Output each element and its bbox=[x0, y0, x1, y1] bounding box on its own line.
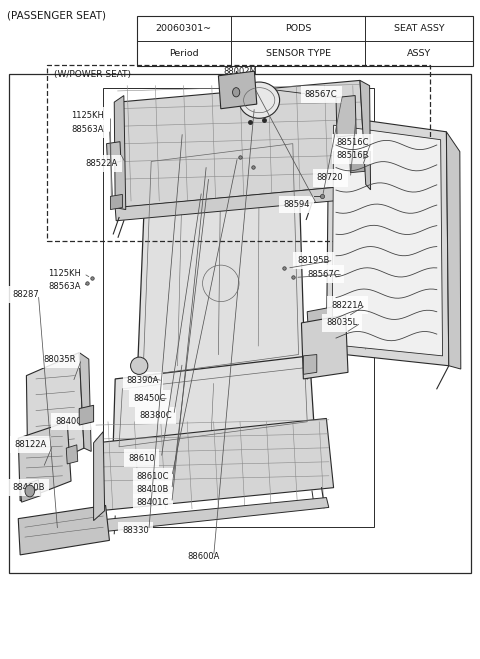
Text: 88122A: 88122A bbox=[14, 440, 47, 449]
Polygon shape bbox=[79, 405, 94, 425]
Polygon shape bbox=[20, 480, 41, 502]
Polygon shape bbox=[446, 132, 461, 369]
Text: 88380C: 88380C bbox=[139, 411, 172, 420]
Text: Period: Period bbox=[169, 49, 199, 58]
Bar bbox=[47, 65, 430, 241]
Polygon shape bbox=[349, 150, 365, 173]
Polygon shape bbox=[137, 132, 305, 389]
Text: 88516B: 88516B bbox=[336, 151, 369, 160]
Bar bbox=[137, 16, 473, 66]
Polygon shape bbox=[107, 142, 121, 163]
Text: 88610C: 88610C bbox=[137, 472, 169, 481]
Polygon shape bbox=[303, 355, 317, 374]
Text: 20060301~: 20060301~ bbox=[156, 24, 212, 34]
Text: 88002M: 88002M bbox=[223, 67, 257, 76]
Text: 88287: 88287 bbox=[12, 290, 39, 299]
Polygon shape bbox=[94, 432, 105, 521]
Polygon shape bbox=[18, 505, 109, 555]
Text: 88221A: 88221A bbox=[331, 301, 363, 310]
Polygon shape bbox=[118, 80, 366, 208]
Polygon shape bbox=[115, 185, 369, 221]
Text: SENSOR TYPE: SENSOR TYPE bbox=[265, 49, 331, 58]
Text: 88567C: 88567C bbox=[305, 90, 337, 99]
Polygon shape bbox=[332, 125, 443, 356]
Text: (W/POWER SEAT): (W/POWER SEAT) bbox=[54, 70, 131, 79]
Text: 88035L: 88035L bbox=[326, 318, 358, 328]
Text: 88195B: 88195B bbox=[298, 256, 330, 265]
Text: 88594: 88594 bbox=[283, 200, 310, 209]
Text: 88401C: 88401C bbox=[137, 498, 169, 507]
Text: 88610: 88610 bbox=[129, 453, 155, 463]
Ellipse shape bbox=[232, 88, 240, 97]
Polygon shape bbox=[360, 80, 371, 190]
Polygon shape bbox=[18, 422, 71, 501]
Bar bbox=[103, 88, 374, 527]
Polygon shape bbox=[218, 71, 257, 109]
Text: 1125KH: 1125KH bbox=[71, 111, 104, 121]
Text: 88563A: 88563A bbox=[48, 282, 81, 291]
Polygon shape bbox=[26, 353, 84, 474]
Polygon shape bbox=[96, 418, 334, 511]
Text: 88516C: 88516C bbox=[336, 138, 369, 147]
Text: 1125KH: 1125KH bbox=[48, 269, 81, 278]
Text: 88330: 88330 bbox=[122, 526, 149, 535]
Bar bbox=[9, 74, 471, 573]
Text: 88410B: 88410B bbox=[137, 485, 169, 494]
Text: 88400F: 88400F bbox=[55, 417, 86, 426]
Polygon shape bbox=[79, 353, 91, 451]
Text: 88567C: 88567C bbox=[307, 270, 340, 279]
Polygon shape bbox=[326, 115, 449, 366]
Text: ASSY: ASSY bbox=[407, 49, 431, 58]
Polygon shape bbox=[114, 96, 126, 210]
Polygon shape bbox=[113, 356, 314, 458]
Text: SEAT ASSY: SEAT ASSY bbox=[394, 24, 444, 34]
Polygon shape bbox=[66, 445, 78, 464]
Polygon shape bbox=[336, 96, 356, 137]
Text: (PASSENGER SEAT): (PASSENGER SEAT) bbox=[7, 11, 106, 20]
Text: 88035R: 88035R bbox=[43, 355, 76, 364]
Polygon shape bbox=[110, 194, 122, 210]
Polygon shape bbox=[94, 498, 329, 532]
Polygon shape bbox=[301, 315, 348, 379]
Circle shape bbox=[131, 357, 148, 374]
Text: 88563A: 88563A bbox=[71, 125, 104, 134]
Text: 88522A: 88522A bbox=[85, 159, 118, 168]
Text: 88460B: 88460B bbox=[12, 483, 45, 492]
Text: 88390A: 88390A bbox=[127, 376, 159, 386]
Text: 88450C: 88450C bbox=[133, 394, 166, 403]
Ellipse shape bbox=[239, 82, 279, 119]
Ellipse shape bbox=[25, 485, 35, 497]
Text: PODS: PODS bbox=[285, 24, 311, 34]
Polygon shape bbox=[307, 304, 349, 328]
Text: 88600A: 88600A bbox=[187, 552, 219, 561]
Text: 88720: 88720 bbox=[317, 173, 343, 183]
